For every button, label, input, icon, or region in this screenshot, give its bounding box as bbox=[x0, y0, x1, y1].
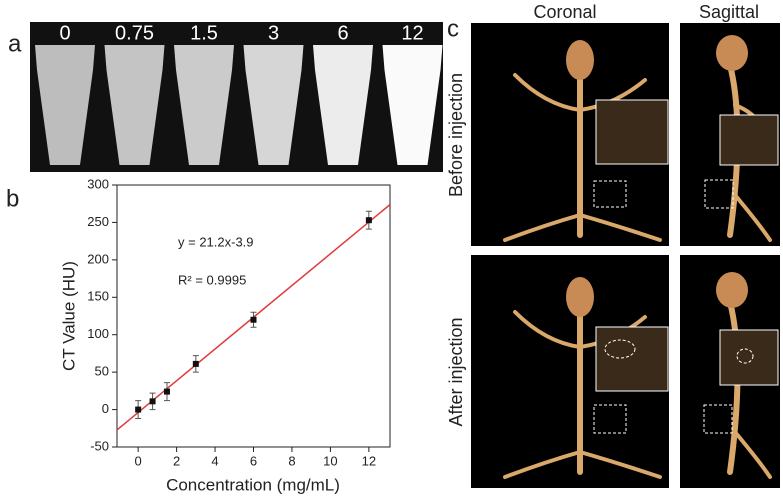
x-tick-label: 4 bbox=[211, 453, 218, 468]
tube bbox=[313, 45, 373, 165]
concentration-label: 3 bbox=[268, 22, 279, 44]
data-point bbox=[250, 316, 257, 323]
panel-label: b bbox=[6, 185, 19, 212]
phantom-image bbox=[30, 22, 443, 172]
x-tick-label: 6 bbox=[250, 453, 257, 468]
column-header: Sagittal bbox=[699, 2, 759, 22]
x-tick-label: 0 bbox=[135, 453, 142, 468]
concentration-label: 12 bbox=[401, 22, 423, 44]
y-tick-label: 200 bbox=[87, 251, 109, 266]
ct-images bbox=[471, 23, 780, 488]
data-point bbox=[149, 398, 156, 405]
concentration-label: 0.75 bbox=[115, 22, 154, 44]
annotation: y = 21.2x-3.9 bbox=[178, 234, 254, 249]
y-tick-label: -50 bbox=[90, 438, 109, 453]
annotation: R² = 0.9995 bbox=[178, 272, 246, 287]
tube bbox=[382, 45, 443, 165]
panel-label: a bbox=[8, 30, 22, 57]
y-tick-label: 0 bbox=[102, 401, 109, 416]
x-tick-label: 10 bbox=[323, 453, 337, 468]
y-tick-label: 100 bbox=[87, 326, 109, 341]
x-tick-label: 12 bbox=[362, 453, 376, 468]
y-axis-title: CT Value (HU) bbox=[59, 261, 78, 371]
tube bbox=[243, 45, 304, 165]
y-tick-label: 300 bbox=[87, 176, 109, 191]
x-axis-title: Concentration (mg/mL) bbox=[166, 475, 340, 494]
column-header: Coronal bbox=[533, 2, 596, 22]
concentration-label: 6 bbox=[337, 22, 348, 44]
x-tick-label: 8 bbox=[288, 453, 295, 468]
y-tick-label: 150 bbox=[87, 289, 109, 304]
y-tick-label: 50 bbox=[95, 364, 109, 379]
panel-label: c bbox=[447, 15, 459, 42]
row-header: After injection bbox=[446, 317, 466, 426]
x-tick-label: 2 bbox=[173, 453, 180, 468]
y-tick-label: 250 bbox=[87, 214, 109, 229]
concentration-label: 1.5 bbox=[190, 22, 218, 44]
row-header: Before injection bbox=[446, 73, 466, 197]
data-point bbox=[135, 406, 142, 413]
data-point bbox=[163, 388, 170, 395]
tube bbox=[35, 45, 95, 165]
data-point bbox=[192, 360, 199, 367]
concentration-label: 0 bbox=[59, 22, 70, 44]
tube bbox=[174, 45, 234, 165]
tube bbox=[104, 45, 165, 165]
data-point bbox=[365, 217, 372, 224]
